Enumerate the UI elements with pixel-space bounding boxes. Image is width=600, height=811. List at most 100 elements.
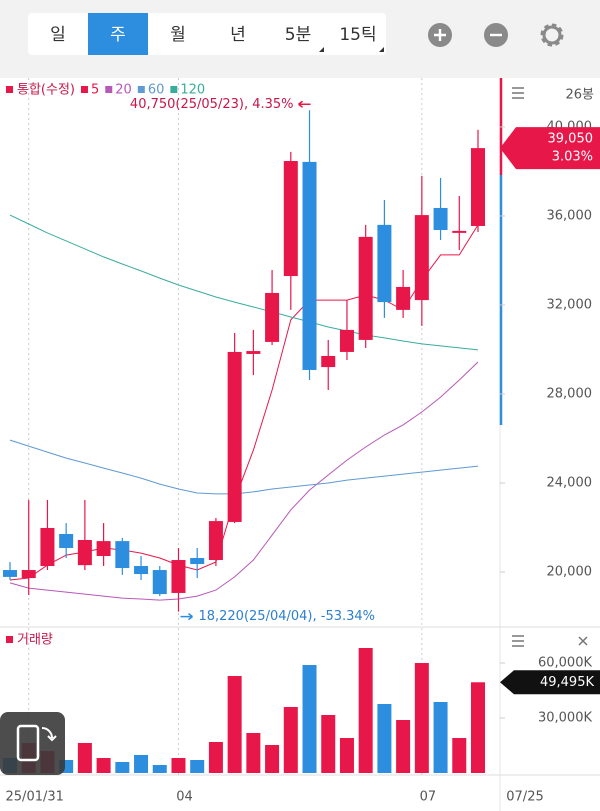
volume-bar: [134, 754, 149, 773]
candle-body: [339, 329, 354, 352]
low-arrow: [180, 613, 193, 621]
legend-swatch: [6, 636, 13, 643]
volume-bar: [377, 704, 392, 773]
legend-label: 20: [115, 83, 132, 98]
tab-selected-bg: [88, 13, 148, 55]
candle-body: [302, 161, 317, 370]
volume-title: 거래량: [17, 633, 53, 648]
rotate-button[interactable]: [0, 712, 65, 775]
legend-label: 60: [148, 83, 165, 98]
tab-bar: [28, 13, 386, 55]
candle-body: [115, 541, 130, 569]
candle-body: [321, 355, 336, 368]
ma-line: [9, 361, 479, 601]
zoom-out[interactable]: [484, 23, 508, 47]
candle-body: [452, 230, 467, 233]
y-tick-label: 28,000: [547, 387, 593, 402]
candle-body: [414, 215, 429, 301]
volume-bar: [321, 715, 336, 773]
volume-bar: [246, 733, 261, 773]
tabs: 일 주 월 년 5분 15틱: [50, 13, 384, 55]
candle-body: [433, 207, 448, 230]
candle-body: [40, 527, 55, 567]
y-tick-label: 30,000K: [538, 711, 592, 726]
volume-bar: [265, 745, 280, 773]
volume-bar: [96, 758, 111, 773]
tab[interactable]: 월: [170, 25, 186, 45]
bar-count: 26봉: [565, 88, 594, 103]
candle-body: [190, 558, 205, 565]
volume-bar: [452, 738, 467, 773]
high-arrow: [298, 100, 311, 108]
candle-body: [246, 351, 261, 354]
legend-swatch: [105, 86, 113, 93]
high-annotation: 40,750(25/05/23), 4.35%: [130, 97, 294, 112]
legend-swatch: [6, 86, 13, 93]
candle-body: [265, 292, 280, 342]
tab-dropdown-mark: [379, 47, 384, 52]
current-price-tag: [500, 127, 600, 170]
volume-bar: [77, 742, 92, 773]
candle-body: [3, 570, 17, 577]
legend-swatch: [80, 86, 88, 93]
candle-body: [471, 148, 485, 226]
volume-bar: [471, 682, 485, 773]
tab-dropdown-mark: [319, 47, 324, 52]
volume-bar: [171, 758, 186, 773]
legend-swatch: [170, 86, 178, 93]
candle-body: [21, 570, 36, 579]
candle-body: [96, 541, 111, 557]
current-change: 3.03%: [552, 150, 593, 165]
volume-bar: [208, 742, 223, 773]
candle-body: [396, 286, 411, 310]
ma-line: [9, 439, 479, 495]
close-icon[interactable]: [578, 636, 588, 646]
tab[interactable]: 일: [50, 25, 66, 45]
candle-body: [77, 539, 92, 566]
tab[interactable]: 15틱: [339, 25, 376, 45]
candle-body: [59, 533, 74, 549]
volume-bar: [358, 648, 373, 773]
settings[interactable]: [540, 23, 564, 47]
x-last-date: 07/25: [506, 790, 543, 805]
current-volume-tag: [500, 670, 600, 695]
candle-body: [152, 570, 167, 595]
legend-label: 5: [91, 83, 99, 98]
legend-swatch: [137, 86, 145, 93]
candle-body: [208, 521, 223, 561]
tab[interactable]: 주: [110, 25, 126, 45]
volume-bar: [115, 762, 130, 773]
zoom-in[interactable]: [428, 23, 452, 47]
y-tick-label: 24,000: [547, 476, 593, 491]
candle-body: [377, 224, 392, 303]
menu-icon[interactable]: [512, 87, 524, 99]
candle-body: [358, 236, 373, 340]
volume-bar: [283, 707, 298, 773]
volume-bar: [396, 720, 411, 773]
ma-line: [9, 224, 479, 581]
volume-bar: [339, 738, 354, 773]
volume-bar: [190, 760, 205, 773]
volume-bar: [227, 676, 242, 773]
x-tick-label: 25/01/31: [6, 790, 64, 805]
y-tick-label: 32,000: [547, 297, 593, 312]
candle-body: [283, 161, 298, 277]
legend: 통합(수정) 5 20 60 120: [6, 83, 205, 98]
legend-title: 통합(수정): [17, 83, 75, 98]
y-tick-label: 20,000: [547, 565, 593, 580]
menu-icon[interactable]: [512, 635, 524, 647]
plot: 25/01/31 04 07 07/25 20,000 24,000 28,000 32,00…: [3, 78, 600, 805]
tab[interactable]: 년: [230, 25, 246, 45]
y-tick-label: 36,000: [547, 208, 593, 223]
y-tick-label: 60,000K: [538, 656, 592, 671]
volume-bar: [433, 702, 448, 773]
tab[interactable]: 5분: [285, 25, 311, 45]
current-volume: 49,495K: [540, 675, 594, 690]
current-price: 39,050: [548, 132, 594, 147]
volume-bar: [152, 765, 167, 773]
low-annotation: 18,220(25/04/04), -53.34%: [198, 609, 375, 624]
volume-bar: [302, 665, 317, 773]
candle-body: [134, 566, 149, 575]
